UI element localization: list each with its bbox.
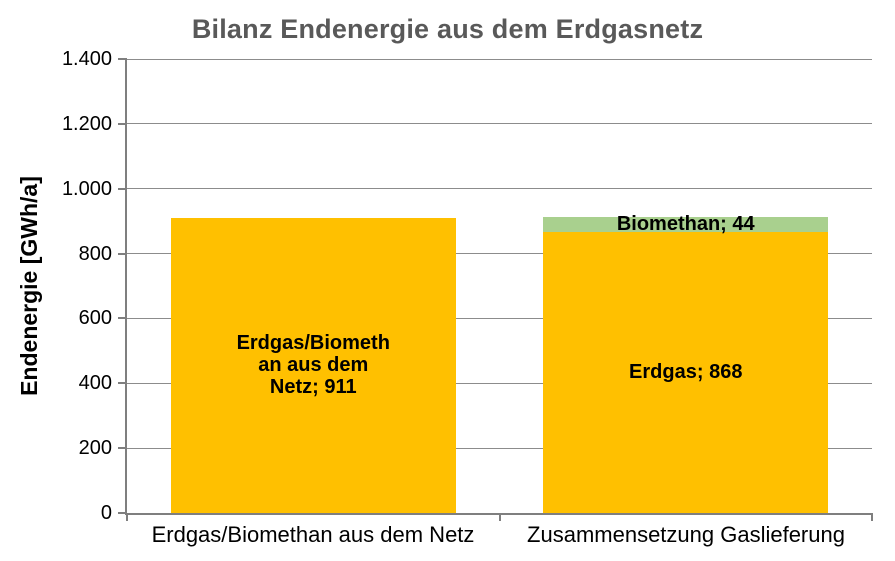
bar-1: Erdgas/Biometh an aus dem Netz; 911 (170, 217, 456, 513)
y-tick-label: 800 (78, 242, 112, 265)
gridline (127, 123, 872, 125)
data-label-line: an aus dem (258, 354, 369, 377)
bar-segment-biomethan: Biomethan; 44 (543, 213, 829, 235)
x-tick-mark (498, 513, 501, 521)
data-label-line: Erdgas; 868 (629, 361, 743, 384)
x-tick-mark (126, 513, 128, 521)
gridline (127, 317, 872, 319)
y-tick-mark (118, 512, 127, 514)
data-label-line: Biomethan; 44 (616, 213, 755, 236)
bar-segment-erdgas: Erdgas; 868 (543, 231, 829, 513)
gridline (127, 447, 872, 449)
data-label: Biomethan; 44 (617, 213, 755, 235)
data-label-line: Netz; 911 (269, 376, 357, 399)
y-tick-label: 200 (78, 437, 112, 460)
y-tick-mark (118, 252, 127, 255)
data-label: Erdgas; 868 (629, 361, 742, 383)
y-tick-mark (118, 122, 127, 125)
bar-2: Biomethan; 44 Erdgas; 868 (543, 213, 829, 513)
gridline (127, 188, 872, 190)
gridline (127, 58, 872, 60)
x-category-label-2: Zusammensetzung Gaslieferung (527, 522, 845, 547)
chart-title: Bilanz Endenergie aus dem Erdgasnetz (191, 14, 704, 44)
gridline (127, 253, 872, 255)
y-tick-label: 1.400 (61, 48, 112, 70)
x-category-label-1: Erdgas/Biomethan aus dem Netz (151, 522, 475, 547)
y-tick-mark (118, 447, 127, 450)
y-tick-mark (118, 317, 127, 320)
data-label: Erdgas/Biometh an aus dem Netz; 911 (237, 332, 390, 398)
y-tick-mark (118, 382, 127, 385)
y-axis-line (125, 59, 127, 515)
y-tick-mark (118, 58, 127, 60)
y-tick-mark (118, 187, 127, 190)
bar-segment-erdgas-biomethan-aus-dem-netz: Erdgas/Biometh an aus dem Netz; 911 (170, 217, 456, 513)
y-tick-label: 0 (100, 502, 112, 524)
y-tick-label: 600 (78, 307, 112, 330)
gridline (127, 382, 872, 384)
y-tick-label: 1.000 (61, 177, 112, 200)
x-tick-mark (871, 513, 873, 521)
y-tick-label: 400 (78, 372, 112, 395)
y-tick-label: 1.200 (61, 112, 112, 135)
data-label-line: Erdgas/Biometh (236, 332, 390, 355)
